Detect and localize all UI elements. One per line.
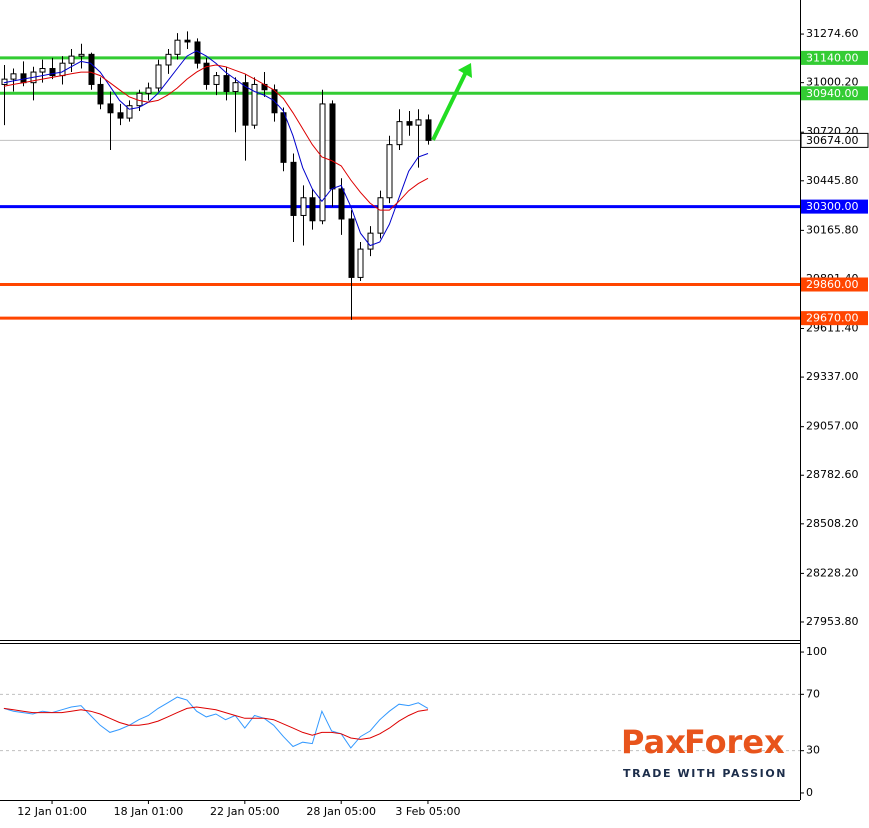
candle-body [300,197,307,216]
candle-body [117,112,124,119]
arrow-head [458,63,472,78]
candle-body [174,39,181,55]
candle-body [126,105,133,119]
candle-body [59,62,66,77]
candle-body [415,119,422,126]
candle-body [184,39,191,43]
candle-body [425,119,432,141]
candle-body [396,121,403,146]
y-tick-label: 31000.20 [806,76,859,89]
candle-body [107,103,114,114]
y-tick-label: 31274.60 [806,27,859,40]
line [3,696,429,749]
candle-body [338,188,345,220]
plot [0,31,800,320]
candle-body [39,68,46,73]
line [3,706,429,740]
candle-body [290,161,297,216]
level-label: 30940.00 [806,87,859,100]
candle-body [377,197,384,234]
x-tick-label: 18 Jan 01:00 [114,805,184,818]
candle-body [78,53,85,57]
candle-body [165,53,172,66]
y-tick-label: 30445.80 [806,174,859,187]
y-tick-label: 28508.20 [806,517,859,530]
candle-body [386,144,393,199]
brand: Pax [621,723,686,761]
candle-body [223,75,230,93]
y-tick-label: 29057.00 [806,420,859,433]
arrow [431,71,468,141]
candle-body [280,112,287,163]
level-box [801,311,868,326]
level-label: 29670.00 [806,312,859,325]
y-tick-label: 28782.60 [806,468,859,481]
candle-body [348,218,355,278]
level-box [801,277,868,292]
y-tick-label: 28228.20 [806,566,859,579]
candle-body [68,55,75,64]
x-tick-label: 3 Feb 05:00 [395,805,460,818]
level-label: 30300.00 [806,200,859,213]
candle-body [319,103,326,222]
candle-body [242,82,249,126]
x-tick-label: 28 Jan 05:00 [306,805,376,818]
y-tick-label: 27953.80 [806,615,859,628]
y-tick-label: 70 [806,687,820,700]
candle-body [213,75,220,85]
candle-body [251,83,258,126]
y-tick-label: 29337.00 [806,370,859,383]
candle-body [203,62,210,85]
brand: Forex [684,723,785,761]
level-label: 29860.00 [806,278,859,291]
level-box [800,132,869,148]
candle-body [367,232,374,250]
candle-body [406,121,413,126]
level-box [801,50,868,65]
tagline: TRADE WITH PASSION [623,767,787,780]
line [3,50,429,247]
candle-body [155,64,162,89]
x-tick-label: 22 Jan 05:00 [210,805,280,818]
candle-body [145,87,152,94]
indicator-panel: 100 70 30 0 [0,645,827,799]
y-tick-label: 0 [806,786,813,799]
candle-body [232,82,239,93]
candle-body [97,83,104,105]
line [3,64,429,211]
candle-body [10,73,17,80]
y-tick-label: 100 [806,645,827,658]
level-label: 31140.00 [806,51,859,64]
candle-body [309,197,316,222]
candle-body [357,248,364,278]
candle-body [49,68,56,77]
x-tick-label: 12 Jan 01:00 [17,805,87,818]
level-label: 30674.00 [806,134,859,147]
level-box [801,199,868,214]
watermark: Pax Forex TRADE WITH PASSION [621,723,787,780]
y-tick-label: 30165.80 [806,223,859,236]
level-box [801,86,868,101]
y-tick-label: 30 [806,744,820,757]
candle-body [88,53,95,85]
candle-body [329,103,336,190]
